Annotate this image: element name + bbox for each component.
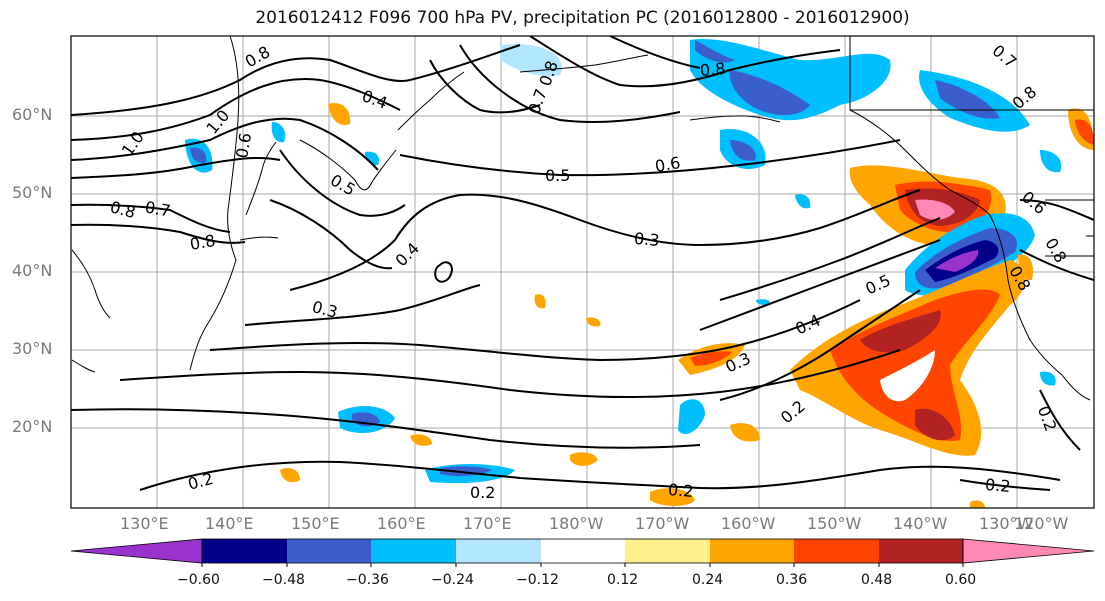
colorbar-segment: [710, 539, 794, 563]
colorbar-segment: [287, 539, 371, 563]
colorbar-segment: [371, 539, 456, 563]
colorbar-segment: [70, 538, 203, 564]
lat-label: 30°N: [12, 339, 53, 358]
lon-label: 160°E: [377, 514, 426, 533]
colorbar-tick-label: −0.24: [431, 572, 474, 588]
colorbar-tick-label: −0.48: [262, 572, 305, 588]
colorbar-tick-label: 0.24: [692, 572, 724, 588]
precip-region: [756, 299, 771, 306]
precip-region: [935, 80, 1000, 119]
lon-label: 160°W: [721, 514, 776, 533]
precip-region: [915, 408, 955, 441]
lat-label: 50°N: [12, 183, 53, 202]
precip-region: [915, 199, 955, 220]
precip-region: [678, 399, 705, 435]
precip-region: [328, 102, 351, 126]
precip-region: [695, 40, 735, 63]
precip-region: [730, 140, 756, 161]
precip-region: [729, 70, 810, 116]
lon-label: 140°W: [893, 514, 948, 533]
colorbar-tick-label: −0.12: [516, 572, 559, 588]
colorbar-segment: [962, 538, 1095, 564]
precip-region: [795, 194, 811, 209]
colorbar-tick-label: 0.48: [861, 572, 893, 588]
precip-region: [650, 488, 695, 506]
precip-region: [280, 468, 300, 483]
colorbar-tick-label: 0.60: [945, 572, 977, 588]
colorbar-tick-label: −0.36: [346, 572, 389, 588]
lon-label: 130°W: [979, 514, 1034, 533]
precip-region: [410, 434, 432, 446]
coastlines: [71, 36, 1094, 401]
precip-region: [190, 147, 207, 163]
colorbar-segment: [794, 539, 879, 563]
map-title: 2016012412 F096 700 hPa PV, precipitatio…: [255, 8, 910, 28]
colorbar-segment: [202, 539, 287, 563]
lon-label: 150°W: [807, 514, 862, 533]
precip-region: [570, 452, 598, 466]
colorbar-outline: [201, 538, 964, 564]
lat-label: 40°N: [12, 261, 53, 280]
contour-label: 0.2: [984, 475, 1011, 496]
colorbar-tick-label: 0.12: [607, 572, 639, 588]
contour-label: 0.6: [653, 153, 681, 176]
contour-label: 0.7: [144, 197, 172, 220]
colorbar-segment: [541, 539, 625, 563]
precip-region: [271, 122, 286, 143]
contour-label: 0.2: [667, 480, 694, 501]
precip-region: [970, 500, 985, 508]
colorbar-segment: [879, 539, 963, 563]
precip-region: [860, 310, 941, 353]
contour-label: 0.3: [633, 229, 660, 250]
lon-label: 170°E: [463, 514, 512, 533]
colorbar-segment: [625, 539, 710, 563]
lon-label: 150°E: [291, 514, 340, 533]
precipitation-shading: [185, 39, 1094, 508]
colorbar: [70, 538, 1095, 567]
precip-region: [1018, 254, 1034, 281]
precip-region: [1075, 119, 1094, 145]
lon-label: 180°W: [549, 514, 604, 533]
contour-label: 0.2: [470, 483, 495, 502]
precip-region: [500, 44, 562, 77]
precip-region: [690, 39, 891, 121]
contour-label: 0.6: [232, 131, 255, 159]
lon-label: 140°E: [205, 514, 254, 533]
contour-label: 0.8: [699, 59, 726, 80]
contour-label: 0.5: [545, 166, 570, 185]
contour-label: 0.8: [188, 231, 216, 254]
precip-region: [690, 351, 732, 366]
precip-region: [935, 250, 979, 272]
precip-region: [1040, 371, 1056, 386]
colorbar-tick-label: 0.36: [776, 572, 808, 588]
colorbar-segment: [456, 539, 541, 563]
precip-region: [1040, 150, 1062, 173]
pv-contours: [71, 36, 1094, 491]
colorbar-tick-label: −0.60: [177, 572, 220, 588]
lon-label: 130°E: [120, 514, 169, 533]
precip-region: [586, 317, 601, 327]
lat-label: 20°N: [12, 417, 53, 436]
precip-region: [880, 350, 935, 402]
precip-region: [730, 423, 760, 442]
lat-label: 60°N: [12, 105, 53, 124]
lon-label: 170°W: [635, 514, 690, 533]
map-frame: [70, 35, 1095, 509]
lon-label: 120°W: [1014, 514, 1069, 533]
precip-region: [534, 294, 546, 309]
